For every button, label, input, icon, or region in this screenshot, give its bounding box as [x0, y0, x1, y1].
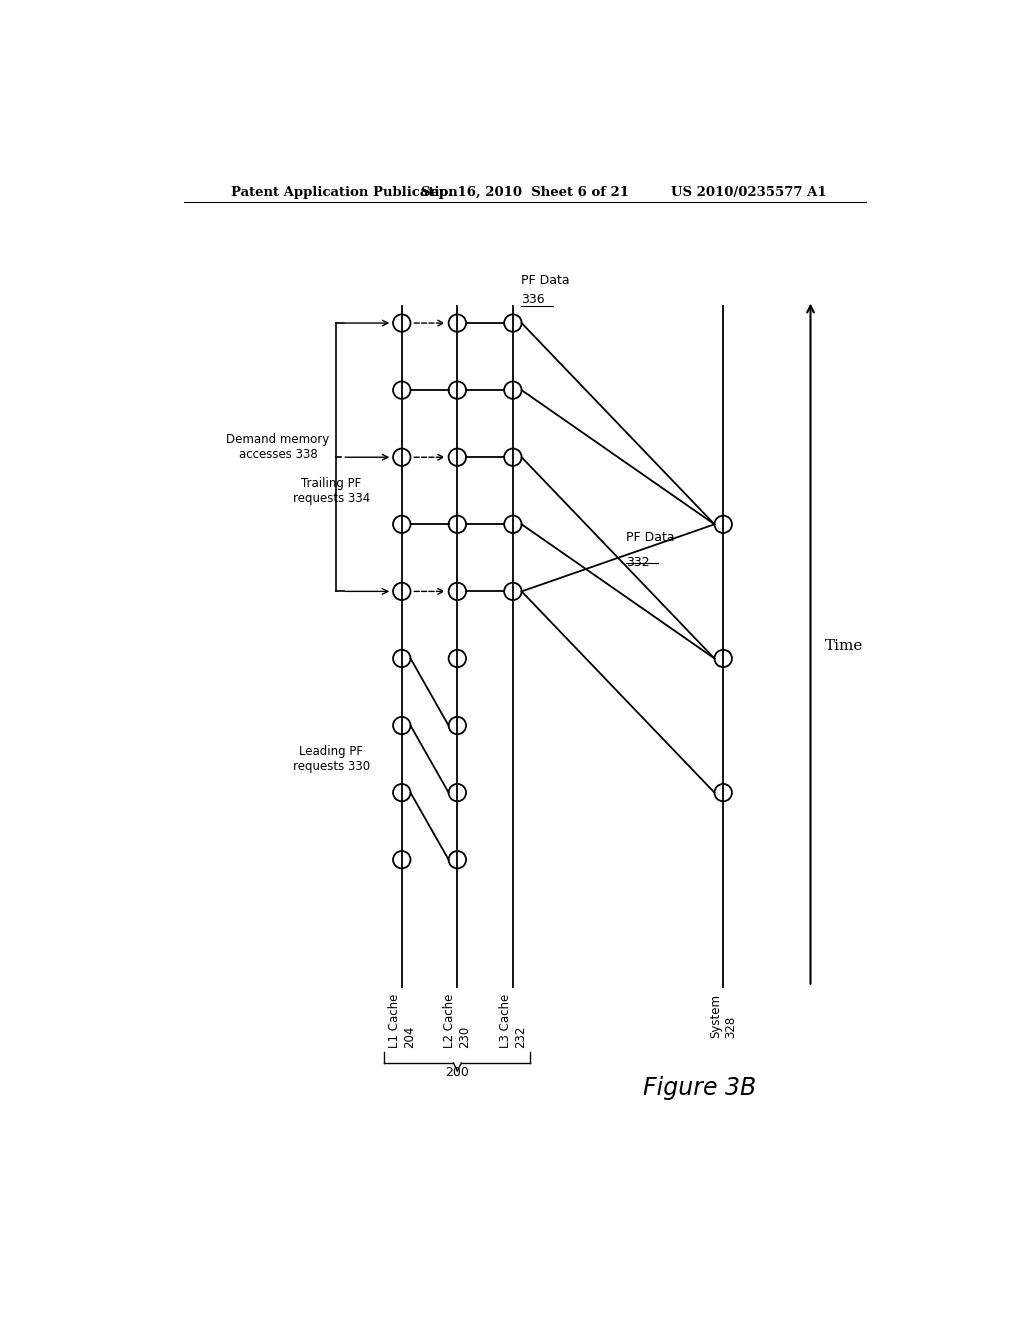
Text: 332: 332: [626, 557, 649, 569]
Text: System
328: System 328: [710, 994, 737, 1038]
Text: L3 Cache
232: L3 Cache 232: [499, 994, 527, 1048]
Text: Patent Application Publication: Patent Application Publication: [231, 186, 458, 199]
Text: PF Data: PF Data: [626, 531, 675, 544]
Text: L1 Cache
204: L1 Cache 204: [388, 994, 416, 1048]
Text: Time: Time: [824, 639, 863, 653]
Text: US 2010/0235577 A1: US 2010/0235577 A1: [671, 186, 826, 199]
Text: Trailing PF
requests 334: Trailing PF requests 334: [293, 477, 370, 504]
Text: Figure 3B: Figure 3B: [643, 1076, 756, 1101]
Text: PF Data: PF Data: [521, 275, 569, 288]
Text: L2 Cache
230: L2 Cache 230: [443, 994, 471, 1048]
Text: Sep. 16, 2010  Sheet 6 of 21: Sep. 16, 2010 Sheet 6 of 21: [421, 186, 629, 199]
Text: Leading PF
requests 330: Leading PF requests 330: [293, 744, 370, 774]
Text: Demand memory
accesses 338: Demand memory accesses 338: [226, 433, 330, 461]
Text: 200: 200: [445, 1067, 469, 1080]
Text: 336: 336: [521, 293, 545, 306]
